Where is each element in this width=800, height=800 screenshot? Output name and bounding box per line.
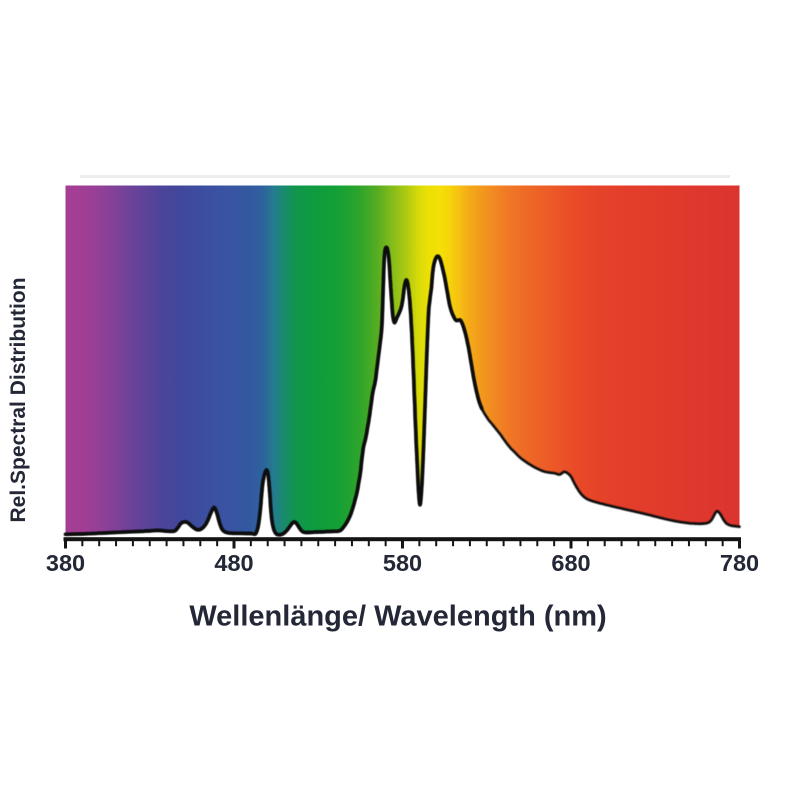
svg-text:580: 580 bbox=[383, 550, 422, 576]
svg-text:380: 380 bbox=[46, 550, 85, 576]
svg-text:680: 680 bbox=[551, 550, 590, 576]
svg-text:Rel.Spectral Distribution: Rel.Spectral Distribution bbox=[7, 277, 30, 522]
svg-text:780: 780 bbox=[720, 550, 759, 576]
svg-text:Wellenlänge/ Wavelength (nm): Wellenlänge/ Wavelength (nm) bbox=[189, 601, 606, 633]
svg-text:480: 480 bbox=[214, 550, 253, 576]
